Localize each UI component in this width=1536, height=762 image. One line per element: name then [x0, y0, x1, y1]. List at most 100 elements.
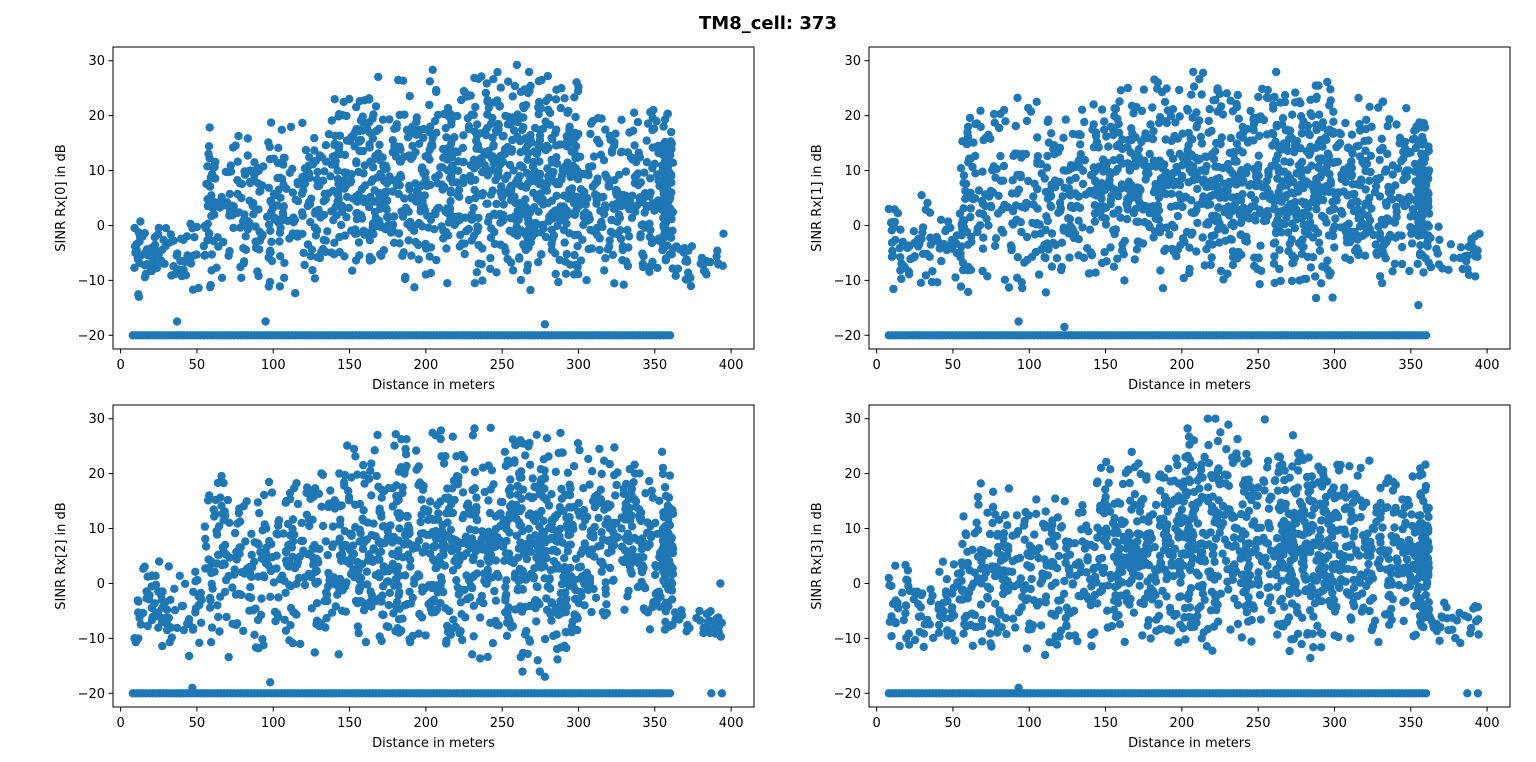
x-tick-label: 350 [642, 358, 667, 373]
scatter-point [177, 601, 186, 611]
scatter-point [459, 173, 468, 183]
scatter-point [230, 528, 240, 538]
scatter-point [184, 651, 194, 661]
scatter-point [433, 500, 442, 510]
scatter-point [1329, 117, 1338, 126]
scatter-point [438, 185, 447, 194]
scatter-point [408, 631, 418, 641]
scatter-point [937, 256, 946, 266]
scatter-point [1363, 220, 1373, 229]
scatter-point [1323, 77, 1332, 87]
scatter-point [267, 237, 276, 246]
scatter-point [473, 140, 482, 149]
scatter-point [594, 513, 603, 523]
scatter-point [406, 217, 415, 227]
scatter-point [266, 592, 275, 601]
scatter-point [411, 148, 420, 157]
scatter-point [1206, 200, 1215, 209]
scatter-point [959, 171, 969, 180]
scatter-point [356, 529, 365, 538]
scatter-point [1098, 183, 1107, 193]
scatter-point [1000, 200, 1009, 209]
scatter-point [1414, 300, 1423, 310]
scatter-point [534, 258, 543, 267]
scatter-point [1098, 155, 1108, 164]
scatter-point [566, 209, 575, 218]
scatter-point [936, 215, 946, 224]
scatter-point [1101, 214, 1110, 223]
scatter-point [358, 514, 367, 523]
scatter-point [405, 587, 414, 596]
scatter-point [488, 639, 498, 648]
scatter-point [1214, 203, 1223, 212]
scatter-point [291, 195, 300, 204]
scatter-point [1287, 276, 1297, 286]
scatter-point [447, 120, 456, 129]
scatter-point [404, 539, 414, 549]
scatter-point [921, 271, 931, 280]
scatter-point [467, 573, 476, 582]
scatter-point [664, 602, 673, 611]
figure-title: TM8_cell: 373 [699, 13, 837, 34]
scatter-point [539, 560, 548, 570]
scatter-point [245, 166, 254, 175]
scatter-point [368, 175, 377, 184]
scatter-point [566, 260, 575, 269]
scatter-point [321, 141, 331, 150]
scatter-point [648, 257, 657, 266]
scatter-point [456, 598, 465, 607]
scatter-point [312, 175, 322, 184]
scatter-point [1270, 278, 1279, 288]
scatter-point [337, 220, 346, 230]
scatter-point [914, 234, 923, 244]
scatter-point [241, 232, 250, 241]
scatter-point [431, 173, 440, 182]
scatter-point [529, 574, 538, 583]
scatter-point [684, 246, 693, 255]
scatter-point [425, 252, 434, 261]
scatter-point [261, 317, 270, 326]
scatter-point [470, 185, 479, 195]
scatter-point [1189, 67, 1198, 77]
scatter-point [317, 469, 326, 478]
scatter-point [1324, 231, 1334, 240]
scatter-point [1308, 233, 1318, 242]
scatter-point [1199, 178, 1208, 187]
scatter-point [231, 590, 241, 599]
scatter-point [1335, 128, 1344, 137]
scatter-point [542, 434, 552, 443]
scatter-point [593, 499, 602, 508]
scatter-point [1388, 161, 1398, 170]
scatter-point [554, 448, 563, 458]
scatter-point [499, 200, 508, 209]
scatter-point [532, 430, 541, 439]
scatter-point [1235, 131, 1245, 140]
scatter-point [175, 571, 184, 580]
scatter-point [284, 541, 293, 550]
scatter-point [1316, 173, 1325, 182]
scatter-point [1090, 201, 1100, 210]
scatter-point [1369, 230, 1378, 240]
scatter-point [258, 230, 267, 239]
scatter-point [492, 199, 501, 209]
scatter-point [566, 580, 575, 589]
scatter-point [524, 67, 534, 77]
scatter-point [1044, 190, 1054, 199]
scatter-point [923, 198, 932, 207]
scatter-point [273, 609, 282, 619]
scatter-point [348, 131, 358, 140]
scatter-point [301, 145, 311, 155]
scatter-point [1354, 93, 1363, 103]
scatter-point [498, 192, 507, 202]
scatter-point [1270, 92, 1279, 102]
scatter-point [498, 132, 507, 141]
scatter-point [562, 249, 571, 259]
scatter-point [1004, 283, 1014, 292]
scatter-point [432, 563, 441, 573]
scatter-point [264, 282, 273, 291]
scatter-point [229, 223, 238, 233]
scatter-point [321, 236, 330, 245]
scatter-point [549, 545, 559, 554]
scatter-point [288, 515, 298, 524]
scatter-point [1434, 260, 1444, 269]
